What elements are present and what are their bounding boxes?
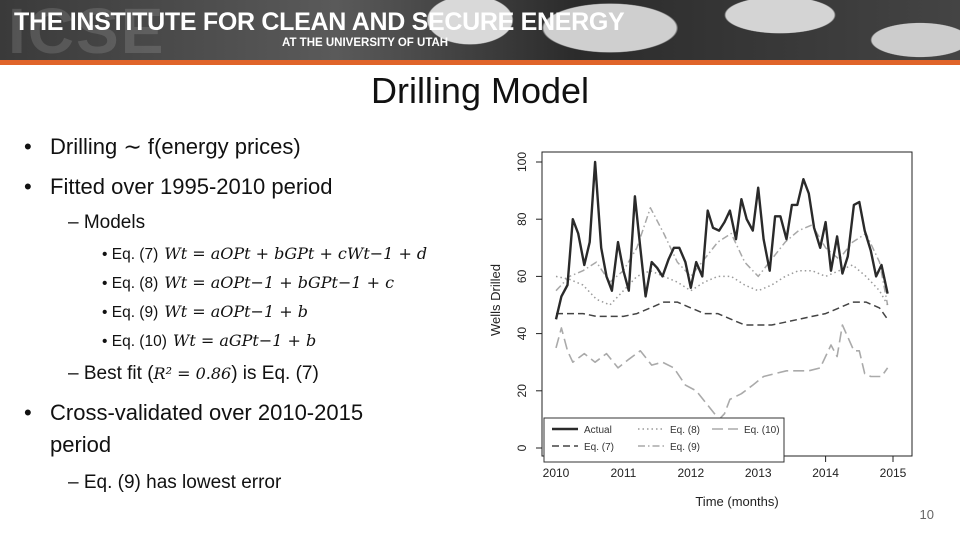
- legend-box: [543, 417, 785, 463]
- y-axis-label: Wells Drilled: [488, 264, 503, 336]
- equation-8: Wt = aOPt−1 + bGPt−1 + c: [164, 273, 395, 292]
- header-banner: ICSE THE INSTITUTE FOR CLEAN AND SECURE …: [0, 0, 960, 62]
- x-tick-label: 2015: [880, 466, 907, 480]
- bullet-best-fit: – Best fit (R² = 0.86) is Eq. (7): [68, 363, 319, 384]
- y-tick-label: 0: [515, 444, 529, 451]
- legend-label: Eq. (10): [744, 425, 780, 436]
- page-number: 10: [919, 507, 934, 522]
- icse-watermark: ICSE: [8, 0, 166, 62]
- series-line-eq-7: [556, 301, 889, 326]
- equation-9: Wt = aOPt−1 + b: [164, 302, 308, 321]
- y-tick-label: 40: [515, 327, 529, 341]
- institute-title: THE INSTITUTE FOR CLEAN AND SECURE ENERG…: [14, 8, 625, 36]
- x-tick-label: 2014: [812, 466, 839, 480]
- series-line-actual: [554, 160, 889, 320]
- wells-drilled-chart: 2010 2011 2012 2013 2014 2015 0 20 40 60 80 100 Time…: [488, 151, 913, 509]
- x-tick-label: 2011: [610, 466, 636, 480]
- legend-label: Eq. (9): [670, 442, 700, 453]
- legend-label: Eq. (8): [670, 425, 700, 436]
- bullet-cross-validated-cont: period: [50, 432, 112, 457]
- y-tick-label: 20: [515, 384, 529, 398]
- bullet-cross-validated: • Cross-validated over 2010-2015: [24, 400, 364, 425]
- bullet-models: – Models: [68, 212, 146, 233]
- bullet-eq7: • Eq. (7) Wt = aOPt + bGPt + cWt−1 + d: [102, 244, 428, 263]
- legend-label: Actual: [584, 425, 612, 436]
- bullet-drilling: • Drilling ∼ f(energy prices): [24, 134, 301, 159]
- x-tick-label: 2012: [677, 466, 704, 480]
- bullet-eq10: • Eq. (10) Wt = aGPt−1 + b: [102, 331, 317, 350]
- x-tick-label: 2010: [543, 466, 570, 480]
- equation-7: Wt = aOPt + bGPt + cWt−1 + d: [164, 244, 428, 263]
- bullet-lowest-error: – Eq. (9) has lowest error: [68, 472, 282, 493]
- y-tick-label: 60: [515, 269, 529, 283]
- bullet-eq8: • Eq. (8) Wt = aOPt−1 + bGPt−1 + c: [102, 273, 395, 292]
- y-tick-label: 100: [515, 152, 529, 172]
- slide-title: Drilling Model: [370, 70, 590, 111]
- institute-subtitle: AT THE UNIVERSITY OF UTAH: [282, 37, 449, 49]
- x-tick-label: 2013: [745, 466, 772, 480]
- y-tick-label: 80: [515, 212, 529, 226]
- series-line-eq-9: [555, 207, 889, 306]
- equation-10: Wt = aGPt−1 + b: [172, 331, 317, 350]
- bullet-eq9: • Eq. (9) Wt = aOPt−1 + b: [102, 302, 308, 321]
- x-axis-label: Time (months): [695, 494, 778, 509]
- legend-label: Eq. (7): [584, 442, 614, 453]
- series-line-eq-8: [555, 264, 889, 306]
- accent-divider: [0, 60, 960, 65]
- series-line-eq-10: [555, 324, 889, 421]
- bullet-fitted: • Fitted over 1995-2010 period: [24, 174, 333, 199]
